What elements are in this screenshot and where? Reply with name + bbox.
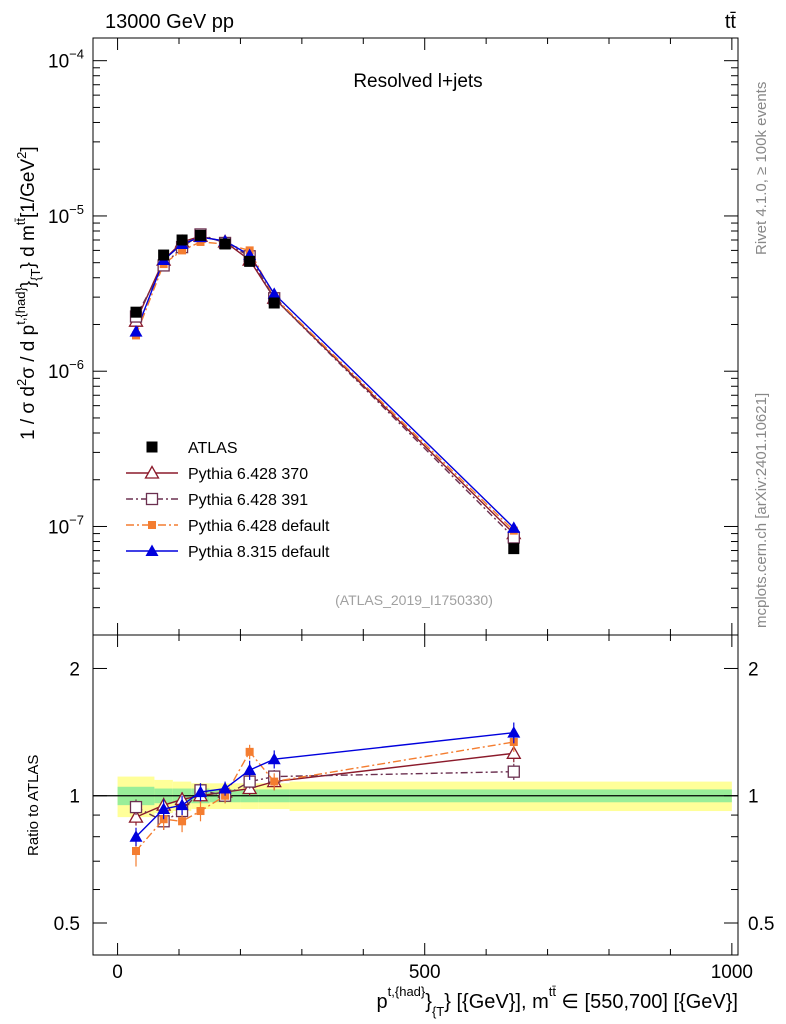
ratio-line-3 [135,741,514,852]
header-left: 13000 GeV pp [105,11,234,33]
series-line-1 [135,235,515,535]
ratio-y-tick-label: 2 [69,659,80,680]
legend-label: ATLAS [188,440,238,457]
data-point-4 [267,287,281,299]
y-tick-label: 10−4 [48,47,84,73]
header-right: tt̄ [725,11,737,33]
data-point-0 [158,249,170,261]
x-tick-label: 1000 [711,962,753,983]
legend-marker [144,465,160,479]
x-tick-label: 0 [112,962,123,983]
data-point-0 [244,255,256,267]
ratio-point-1 [506,745,522,759]
y-tick-label: 10−7 [48,512,84,538]
data-point-0 [219,238,231,250]
ratio-point-4 [507,726,521,738]
ratio-point-4 [243,763,257,776]
ratio-point-4 [129,830,143,842]
ratio-plot-frame [92,634,739,956]
legend-label: Pythia 6.428 default [188,518,330,535]
data-point-0 [195,229,206,241]
plot-title: Resolved l+jets [353,71,482,92]
ratio-point-1 [128,809,144,823]
ratio-point-3 [245,747,254,756]
ratio-point-4 [218,782,232,794]
legend-label: Pythia 6.428 391 [188,492,308,509]
data-point-0 [268,297,280,309]
legend-marker [145,492,159,506]
ratio-point-2 [507,765,520,778]
ratio-point-3 [196,807,205,816]
legend-marker [148,521,156,529]
legend-marker [145,544,159,556]
data-point-3 [178,246,187,255]
data-point-0 [508,543,520,555]
ratio-point-3 [132,847,140,856]
legend-label: Pythia 6.428 370 [188,466,308,483]
y-axis-label: 1 / σ d2σ / d pt,{had}}{T} d mtt̄[1/GeV2… [13,146,43,440]
ratio-y-tick-label-right: 2 [748,659,759,680]
ratio-point-4 [194,785,207,798]
legend-marker [146,441,158,453]
ratio-point-3 [270,777,279,786]
analysis-tag: (ATLAS_2019_I1750330) [335,592,493,608]
ratio-y-tick-label-right: 0.5 [748,914,774,935]
ratio-point-4 [267,752,281,765]
ratio-point-3 [178,817,187,826]
data-point-4 [129,325,143,337]
rivet-version-label: Rivet 4.1.0, ≥ 100k events [753,82,770,255]
ratio-y-tick-label-right: 1 [748,787,759,808]
ratio-point-2 [129,800,143,814]
x-tick-label: 500 [409,962,441,983]
data-point-0 [130,306,142,318]
series-line-4 [135,236,515,529]
y-tick-label: 10−5 [48,202,84,228]
ratio-point-4 [175,798,189,811]
mcplots-label: mcplots.cern.ch [arXiv:2401.10621] [753,393,770,628]
ratio-y-tick-label: 0.5 [54,914,80,935]
y-tick-label: 10−6 [48,357,84,383]
ratio-point-4 [157,802,171,815]
ratio-y-tick-label: 1 [69,787,80,808]
data-point-4 [507,521,521,533]
ratio-y-axis-label: Ratio to ATLAS [25,755,42,856]
data-point-0 [176,234,188,246]
x-axis-label: pt,{had}}{T} [{GeV}], mtt̄ ∈ [550,700] [… [377,984,738,1019]
series-line-3 [135,241,515,532]
legend-label: Pythia 8.315 default [188,544,330,561]
